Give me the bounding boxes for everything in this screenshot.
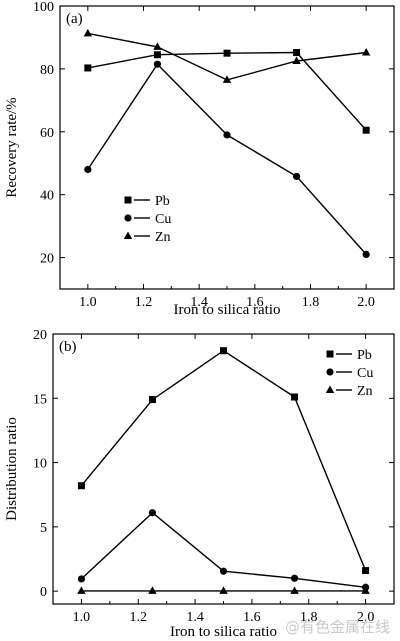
x-tick-label: 1.4 [190,295,208,310]
data-point-zn [292,56,301,65]
x-tick-label: 2.0 [357,295,375,310]
y-tick-label: 20 [40,252,54,267]
x-tick-label: 1.0 [79,295,97,310]
legend-marker-pb [326,350,334,358]
data-point-zn [361,586,370,594]
data-point-cu [219,567,228,575]
series-line-cu [80,511,366,588]
data-point-pb [362,567,370,575]
series-line-pb [87,51,367,131]
data-point-pb [77,482,85,490]
data-point-zn [361,48,371,56]
data-point-zn [290,586,299,594]
x-tick-label: 1.4 [186,610,204,625]
series-line-cu [87,63,367,255]
legend-marker-cu [326,368,334,376]
data-point-cu [223,131,231,139]
chart-panel-b: 1.0 1.2 1.4 1.6 1.8 2.0 0 5 10 15 20 Iron to silica… [4,328,395,640]
data-point-cu [153,60,162,68]
data-point-zn [83,28,93,37]
y-axis-label: Distribution ratio [4,417,20,521]
x-tick-label: 1.0 [73,610,91,625]
data-point-cu [84,165,92,174]
panel-label: (a) [66,11,83,27]
data-point-pb [291,393,299,401]
watermark: @有色金属在线 [284,618,390,636]
legend: Pb Cu Zn [123,194,171,245]
x-tick-label: 1.2 [135,295,153,310]
y-tick-label: 0 [40,585,47,600]
data-point-pb [220,347,227,355]
legend-label-cu: Cu [357,366,373,381]
data-point-cu [290,574,299,582]
y-tick-label: 5 [40,521,47,536]
plot-frame [52,333,395,605]
legend-label-pb: Pb [155,194,170,209]
data-point-zn [148,586,157,594]
x-tick-label: 1.6 [243,610,261,625]
x-axis-label: Iron to silica ratio [173,302,280,318]
x-axis-label: Iron to silica ratio [170,624,277,640]
data-point-pb [223,49,231,57]
x-tick-label: 1.2 [130,610,148,625]
y-tick-label: 80 [40,63,54,78]
legend-label-cu: Cu [155,212,171,227]
x-tick-label: 1.6 [246,295,264,310]
legend-marker-zn [123,231,133,239]
legend-label-zn: Zn [155,230,171,245]
legend-label-zn: Zn [357,384,373,399]
panel-label: (b) [59,339,77,355]
data-point-zn [77,586,86,594]
y-axis-label: Recovery rate/% [4,97,20,197]
x-tick-label: 2.0 [357,610,375,625]
data-point-pb [293,49,301,57]
plot-frame [59,5,395,290]
y-tick-label: 60 [40,126,54,141]
legend-marker-cu [124,214,132,222]
series-line-pb [80,349,367,571]
chart-panel-a: 1.0 1.2 1.4 1.6 1.8 2.0 20 40 60 80 100 Iron to sil… [4,0,395,318]
y-tick-label: 15 [33,392,47,407]
data-point-cu [292,172,301,181]
y-tick-label: 20 [33,328,47,343]
x-tick-label: 1.8 [302,295,320,310]
data-point-pb [153,51,161,59]
data-point-cu [362,250,370,259]
legend: Pb Cu Zn [325,348,373,399]
data-point-zn [153,42,162,50]
x-tick-label: 1.8 [300,610,318,625]
data-point-cu [148,509,157,517]
data-point-pb [362,126,370,134]
y-tick-label: 10 [33,457,47,472]
data-point-zn [219,586,228,594]
data-point-pb [148,396,156,404]
y-tick-label: 40 [40,189,54,204]
data-point-cu [77,575,86,583]
legend-marker-zn [325,385,335,393]
y-tick-label: 100 [33,0,54,15]
legend-label-pb: Pb [357,348,372,363]
data-point-pb [84,64,92,72]
legend-marker-pb [124,196,132,204]
data-point-zn [222,75,232,83]
